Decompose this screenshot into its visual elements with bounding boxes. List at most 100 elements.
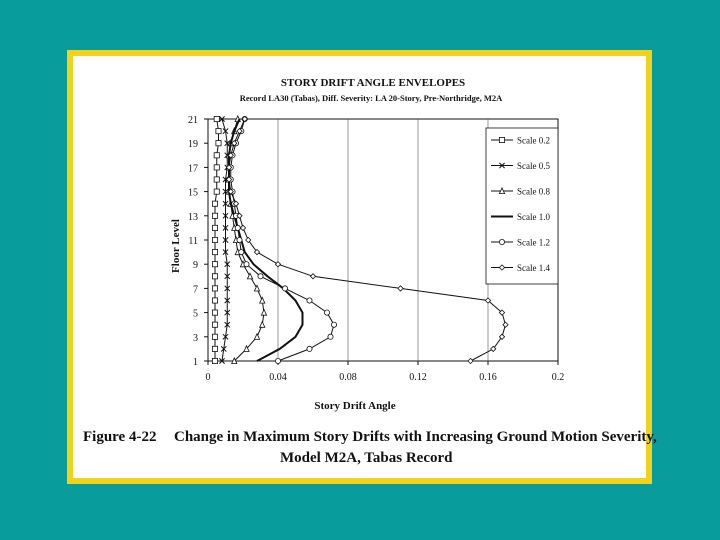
data-point xyxy=(213,164,220,171)
legend-swatch-marker xyxy=(499,162,505,169)
data-point xyxy=(484,297,492,304)
legend-swatch-marker xyxy=(498,238,505,245)
series-scale-0-2 xyxy=(211,116,222,364)
data-point xyxy=(309,273,317,280)
data-point xyxy=(330,321,337,328)
data-point xyxy=(467,357,474,365)
data-point xyxy=(211,309,218,316)
data-point xyxy=(211,273,218,280)
y-tick-label: 15 xyxy=(188,188,198,199)
x-tick-label: 0.08 xyxy=(339,372,357,383)
data-point xyxy=(274,357,281,364)
data-point xyxy=(211,261,218,268)
data-point xyxy=(498,309,506,316)
x-axis-label: Story Drift Angle xyxy=(314,400,395,412)
data-point xyxy=(397,285,404,292)
data-point xyxy=(222,333,229,340)
x-tick-label: 0.16 xyxy=(479,372,497,383)
legend-swatch-marker xyxy=(498,137,505,144)
x-tick-label: 0.04 xyxy=(269,372,287,383)
data-point xyxy=(222,224,229,231)
data-point xyxy=(236,212,243,219)
data-point xyxy=(224,297,231,304)
data-point xyxy=(219,116,225,122)
legend-entry: Scale 1.2 xyxy=(517,238,550,248)
figure-label: Figure 4-22 xyxy=(83,429,157,445)
data-point xyxy=(246,272,254,280)
caption-line-1: Change in Maximum Story Drifts with Incr… xyxy=(174,429,657,445)
data-point xyxy=(220,345,227,352)
data-point xyxy=(222,212,229,219)
data-point xyxy=(260,308,268,316)
figure-page: STORY DRIFT ANGLE ENVELOPES Record LA30 … xyxy=(73,56,657,478)
y-axis-label: Floor Level xyxy=(170,219,182,273)
data-point xyxy=(222,249,229,256)
data-point xyxy=(211,297,218,304)
data-point xyxy=(231,356,238,365)
data-point xyxy=(498,333,506,340)
data-point xyxy=(234,224,241,231)
data-point xyxy=(259,296,266,304)
series-scale-1-2 xyxy=(227,116,337,364)
y-tick-label: 11 xyxy=(188,236,198,247)
data-point xyxy=(213,188,220,195)
legend-box xyxy=(485,127,559,285)
x-tick-label: 0 xyxy=(206,372,211,383)
x-tick-label: 0.12 xyxy=(409,372,427,383)
y-tick-label: 3 xyxy=(193,333,198,344)
y-tick-label: 1 xyxy=(193,357,198,368)
data-point xyxy=(215,128,222,135)
gridlines xyxy=(277,119,489,361)
y-tick-label: 17 xyxy=(188,163,198,174)
legend-entry: Scale 1.0 xyxy=(517,212,550,222)
series-scale-1-4 xyxy=(225,115,509,365)
data-point xyxy=(215,140,222,147)
data-point xyxy=(227,188,234,195)
data-point xyxy=(211,200,218,207)
data-point xyxy=(227,152,234,159)
y-tick-label: 19 xyxy=(188,139,198,150)
data-point xyxy=(243,344,250,352)
data-point xyxy=(211,224,218,231)
legend-entry: Scale 1.4 xyxy=(517,263,550,273)
data-point xyxy=(211,345,218,352)
data-point xyxy=(219,358,225,364)
chart-title: STORY DRIFT ANGLE ENVELOPES xyxy=(281,77,465,89)
legend-entry: Scale 0.5 xyxy=(517,161,550,171)
data-point xyxy=(213,176,220,183)
data-point xyxy=(257,273,264,280)
data-point xyxy=(239,224,247,232)
data-point xyxy=(243,261,250,268)
data-point xyxy=(306,345,313,352)
data-point xyxy=(281,285,288,292)
series-layer xyxy=(211,114,509,365)
legend-swatch-marker xyxy=(498,264,506,271)
data-point xyxy=(225,176,233,183)
y-tick-label: 21 xyxy=(188,115,198,126)
drift-chart: STORY DRIFT ANGLE ENVELOPES Record LA30 … xyxy=(170,77,564,412)
legend-entry: Scale 0.8 xyxy=(517,187,550,197)
data-point xyxy=(211,285,218,292)
data-point xyxy=(211,212,218,219)
data-point xyxy=(323,309,330,316)
slide-frame: STORY DRIFT ANGLE ENVELOPES Record LA30 … xyxy=(67,50,657,484)
data-point xyxy=(211,321,218,328)
data-point xyxy=(222,200,229,207)
data-point xyxy=(327,333,334,340)
y-tick-label: 5 xyxy=(193,309,198,320)
data-point xyxy=(224,321,231,328)
chart-subtitle: Record LA30 (Tabas), Diff. Severity: LA … xyxy=(240,93,503,103)
data-point xyxy=(238,249,245,256)
data-point xyxy=(211,333,218,340)
data-point xyxy=(222,237,229,243)
data-point xyxy=(253,248,261,256)
data-point xyxy=(213,152,220,159)
data-point xyxy=(253,284,261,292)
data-point xyxy=(222,128,229,135)
data-point xyxy=(274,261,282,268)
data-point xyxy=(241,115,248,123)
x-axis-ticks: 0 0.04 0.08 0.12 0.16 0.2 xyxy=(206,361,564,383)
data-point xyxy=(232,200,240,207)
y-tick-label: 9 xyxy=(193,260,198,271)
data-point xyxy=(231,140,238,147)
